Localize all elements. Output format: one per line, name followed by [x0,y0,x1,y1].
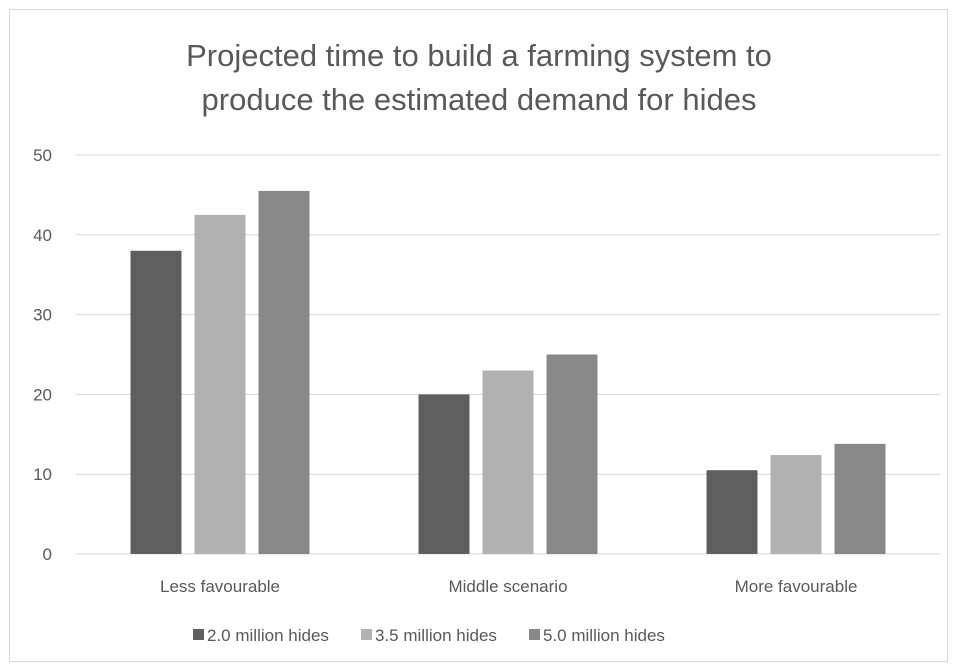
legend-label: 5.0 million hides [543,626,665,645]
legend-swatch [361,629,372,640]
y-axis-tick-labels: 0 10 20 30 40 50 [33,146,52,564]
bars [130,190,886,554]
y-tick-label: 30 [33,306,52,325]
y-tick-label: 10 [33,465,52,484]
bar-3-3 [834,443,886,554]
chart-title-line-2: produce the estimated demand for hides [201,82,757,117]
bar-1-2 [418,394,470,554]
x-category-label: Less favourable [160,577,280,596]
bar-1-3 [706,470,758,554]
legend: 2.0 million hides 3.5 million hides 5.0 mi… [193,626,665,645]
bar-2-1 [194,214,246,554]
legend-swatch [193,629,204,640]
y-tick-label: 20 [33,385,52,404]
y-tick-label: 0 [43,545,52,564]
bar-3-1 [258,190,310,554]
y-tick-label: 50 [33,146,52,165]
bar-1-1 [130,250,182,554]
x-category-label: More favourable [735,577,858,596]
legend-label: 2.0 million hides [207,626,329,645]
bar-3-2 [546,354,598,554]
y-tick-label: 40 [33,226,52,245]
legend-swatch [529,629,540,640]
x-axis-category-labels: Less favourable Middle scenario More favou… [160,577,857,596]
bar-2-3 [770,455,822,554]
chart-title-line-1: Projected time to build a farming system… [186,38,772,73]
legend-label: 3.5 million hides [375,626,497,645]
x-category-label: Middle scenario [448,577,567,596]
bar-2-2 [482,370,534,554]
chart-title: Projected time to build a farming system… [0,34,958,122]
